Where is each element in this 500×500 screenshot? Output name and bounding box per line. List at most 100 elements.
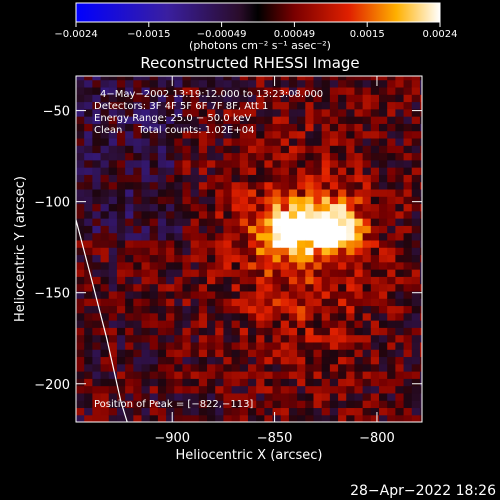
heatmap-cell xyxy=(338,101,347,110)
heatmap-cell xyxy=(76,392,85,401)
heatmap-cell xyxy=(182,298,192,307)
heatmap-cell xyxy=(379,312,388,321)
heatmap-cell xyxy=(108,152,118,161)
heatmap-cell xyxy=(190,188,200,197)
heatmap-cell xyxy=(125,327,134,336)
heatmap-cell xyxy=(403,108,413,117)
heatmap-cell xyxy=(419,232,422,241)
heatmap-cell xyxy=(346,371,356,379)
heatmap-cell xyxy=(116,269,126,277)
heatmap-cell xyxy=(321,305,331,314)
heatmap-cell xyxy=(362,392,372,401)
heatmap-cell xyxy=(346,76,356,81)
heatmap-cell xyxy=(247,210,257,219)
heatmap-cell xyxy=(198,167,208,175)
heatmap-cell xyxy=(182,181,192,190)
heatmap-cell xyxy=(215,378,225,387)
heatmap-cell xyxy=(321,247,331,256)
heatmap-cell xyxy=(297,247,306,256)
heatmap-cell xyxy=(247,79,257,88)
heatmap-cell xyxy=(141,86,151,95)
heatmap-cell xyxy=(297,290,306,299)
heatmap-cell xyxy=(321,239,331,248)
heatmap-cell xyxy=(329,334,339,343)
heatmap-cell xyxy=(264,392,274,401)
heatmap-cell xyxy=(297,334,306,343)
heatmap-cell xyxy=(411,371,421,379)
heatmap-cell xyxy=(288,312,298,321)
heatmap-cell xyxy=(370,320,380,328)
heatmap-cell xyxy=(272,123,282,132)
heatmap-cell xyxy=(305,203,315,212)
heatmap-cell xyxy=(329,108,339,117)
heatmap-cell xyxy=(198,363,208,372)
heatmap-cell xyxy=(411,247,421,256)
heatmap-cell xyxy=(231,305,241,314)
heatmap-cell xyxy=(182,392,192,401)
heatmap-cell xyxy=(370,414,380,422)
heatmap-cell xyxy=(157,276,167,285)
heatmap-cell xyxy=(419,218,422,226)
heatmap-cell xyxy=(362,334,372,343)
heatmap-cell xyxy=(395,327,405,336)
heatmap-cell xyxy=(313,167,323,175)
heatmap-cell xyxy=(215,130,225,139)
heatmap-cell xyxy=(329,400,339,409)
heatmap-cell xyxy=(272,167,282,175)
heatmap-cell xyxy=(387,225,396,234)
heatmap-cell xyxy=(256,76,265,81)
heatmap-cell xyxy=(223,356,233,365)
heatmap-cell xyxy=(256,261,265,270)
heatmap-cell xyxy=(166,247,175,256)
heatmap-cell xyxy=(321,181,331,190)
heatmap-cell xyxy=(387,392,396,401)
heatmap-cell xyxy=(223,298,233,307)
heatmap-cell xyxy=(272,94,282,103)
heatmap-cell xyxy=(174,363,184,372)
heatmap-cell xyxy=(92,261,102,270)
heatmap-cell xyxy=(264,247,274,256)
heatmap-cell xyxy=(419,276,422,285)
heatmap-cell xyxy=(288,108,298,117)
heatmap-cell xyxy=(149,254,159,263)
heatmap-cell xyxy=(247,334,257,343)
heatmap-cell xyxy=(174,290,184,299)
heatmap-cell xyxy=(321,188,331,197)
heatmap-cell xyxy=(92,225,102,234)
heatmap-cell xyxy=(305,371,315,379)
heatmap-cell xyxy=(84,305,93,314)
heatmap-cell xyxy=(411,269,421,277)
heatmap-cell xyxy=(215,407,225,416)
heatmap-cell xyxy=(329,378,339,387)
heatmap-cell xyxy=(297,371,306,379)
heatmap-cell xyxy=(190,108,200,117)
heatmap-cell xyxy=(133,371,143,379)
heatmap-cell xyxy=(190,137,200,146)
heatmap-cell xyxy=(116,298,126,307)
heatmap-cell xyxy=(395,298,405,307)
heatmap-cell xyxy=(157,203,167,212)
heatmap-cell xyxy=(133,159,143,168)
heatmap-cell xyxy=(313,218,323,226)
heatmap-cell xyxy=(370,196,380,205)
heatmap-cell xyxy=(207,385,216,394)
heatmap-cell xyxy=(157,232,167,241)
heatmap-cell xyxy=(190,116,200,124)
heatmap-cell xyxy=(182,385,192,394)
heatmap-cell xyxy=(157,123,167,132)
heatmap-cell xyxy=(231,239,241,248)
heatmap-cell xyxy=(223,210,233,219)
heatmap-cell xyxy=(362,159,372,168)
heatmap-cell xyxy=(411,341,421,350)
heatmap-cell xyxy=(198,196,208,205)
heatmap-cell xyxy=(108,320,118,328)
heatmap-cell xyxy=(231,247,241,256)
heatmap-cell xyxy=(231,196,241,205)
heatmap-cell xyxy=(288,167,298,175)
heatmap-cell xyxy=(76,123,85,132)
heatmap-cell xyxy=(419,94,422,103)
heatmap-cell xyxy=(313,254,323,263)
heatmap-cell xyxy=(329,225,339,234)
heatmap-cell xyxy=(419,152,422,161)
heatmap-cell xyxy=(280,218,290,226)
